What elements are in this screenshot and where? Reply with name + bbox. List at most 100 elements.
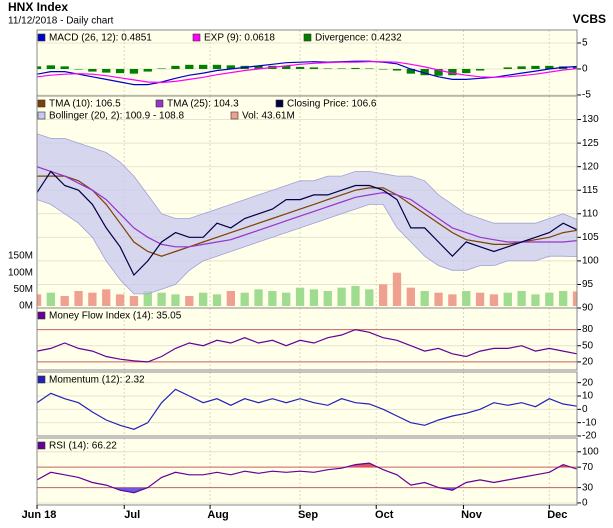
series-line (37, 60, 577, 86)
volume-bar (199, 292, 208, 306)
y-tick-label: 0 (582, 498, 588, 509)
legend-swatch (37, 311, 46, 320)
y-tick-label: -5 (582, 90, 591, 101)
legend-swatch (37, 99, 46, 108)
divergence-bar (171, 65, 180, 69)
volume-bar (129, 296, 139, 306)
series-line (37, 462, 577, 494)
volume-bar (171, 294, 180, 306)
divergence-bar (143, 68, 152, 72)
x-tick-label: Sep (298, 509, 318, 521)
plot-area (37, 372, 577, 436)
series-line (37, 175, 577, 257)
divergence-bar (572, 66, 577, 69)
y-tick-label: 80 (582, 324, 594, 335)
divergence-bar (545, 65, 554, 69)
volume-bar (392, 272, 402, 306)
divergence-bar (129, 68, 139, 74)
legend-label: Bollinger (20, 2): 100.9 - 108.8 (49, 111, 185, 122)
divergence-bar (282, 65, 291, 69)
volume-tick-label: 0M (19, 301, 33, 312)
volume-bar (572, 291, 577, 306)
volume-bar (226, 291, 235, 306)
volume-bar (337, 287, 346, 306)
y-tick-label: 90 (582, 303, 594, 314)
legend-label: Money Flow Index (14): 35.05 (49, 311, 182, 322)
volume-tick-label: 100M (8, 267, 33, 278)
volume-bar (406, 287, 415, 306)
volume-bar (282, 292, 291, 306)
x-tick-label: Dec (547, 509, 567, 521)
legend-swatch (275, 99, 284, 108)
volume-bar (115, 294, 125, 306)
divergence-bar (323, 68, 332, 69)
divergence-bar (503, 67, 512, 69)
y-tick-label: 10 (582, 391, 594, 402)
divergence-bar (517, 66, 526, 69)
volume-bar (254, 289, 263, 306)
plot-area (37, 308, 577, 370)
series-line (37, 388, 577, 430)
panel-border (36, 371, 578, 437)
divergence-bar (254, 65, 263, 69)
y-tick-label: 0 (582, 404, 588, 415)
divergence-bar (88, 68, 97, 72)
plot-area (37, 438, 577, 505)
divergence-bar (295, 66, 305, 69)
y-tick-label: 110 (582, 208, 598, 219)
divergence-bar (60, 66, 69, 69)
divergence-bar (74, 68, 83, 70)
volume-bar (74, 291, 83, 306)
legend-label: Divergence: 0.4232 (315, 33, 402, 44)
divergence-bar (212, 64, 222, 69)
y-tick-label: 70 (582, 462, 594, 473)
divergence-bar (379, 68, 388, 70)
volume-bar (102, 289, 111, 306)
volume-bar (434, 292, 443, 306)
divergence-bar (337, 68, 346, 69)
plot-area (37, 96, 577, 308)
divergence-bar (37, 66, 42, 69)
legend-label: Momentum (12): 2.32 (49, 375, 145, 386)
volume-bar (309, 289, 319, 306)
legend-label: MACD (26, 12): 0.4851 (49, 33, 152, 44)
volume-bar (268, 291, 277, 306)
volume-bar (185, 296, 194, 306)
divergence-bar (420, 68, 429, 76)
divergence-bar (102, 68, 111, 73)
y-tick-label: 100 (582, 446, 599, 457)
series-line (37, 170, 577, 277)
divergence-bar (448, 68, 457, 76)
y-tick-label: 125 (582, 138, 599, 149)
legend-label: Vol: 43.61M (242, 111, 295, 122)
volume-bar (143, 291, 152, 306)
volume-bar (295, 287, 305, 306)
divergence-bar (351, 67, 360, 69)
volume-bar (46, 292, 55, 306)
brand: VCBS (573, 12, 606, 26)
divergence-bar (199, 64, 208, 69)
panel-border (36, 307, 578, 371)
y-tick-label: 115 (582, 185, 598, 196)
series-line (37, 166, 577, 248)
divergence-bar (475, 68, 485, 71)
divergence-bar (434, 68, 443, 76)
divergence-bar (309, 67, 319, 69)
legend-label: RSI (14): 66.22 (49, 441, 117, 452)
y-tick-label: 30 (582, 482, 594, 493)
y-tick-label: 5 (582, 38, 588, 49)
legend-label: EXP (9): 0.0618 (204, 33, 275, 44)
plot-area (37, 30, 577, 96)
divergence-bar (392, 68, 402, 71)
legend-swatch (37, 111, 46, 120)
divergence-bar (226, 65, 235, 69)
divergence-bar (115, 68, 125, 74)
divergence-bar (46, 65, 55, 69)
x-tick-label: Jun 18 (22, 509, 57, 521)
series-line (37, 61, 577, 84)
series-line (37, 328, 577, 363)
volume-bar (37, 294, 42, 306)
legend-swatch (192, 33, 201, 42)
volume-bar (323, 291, 332, 306)
